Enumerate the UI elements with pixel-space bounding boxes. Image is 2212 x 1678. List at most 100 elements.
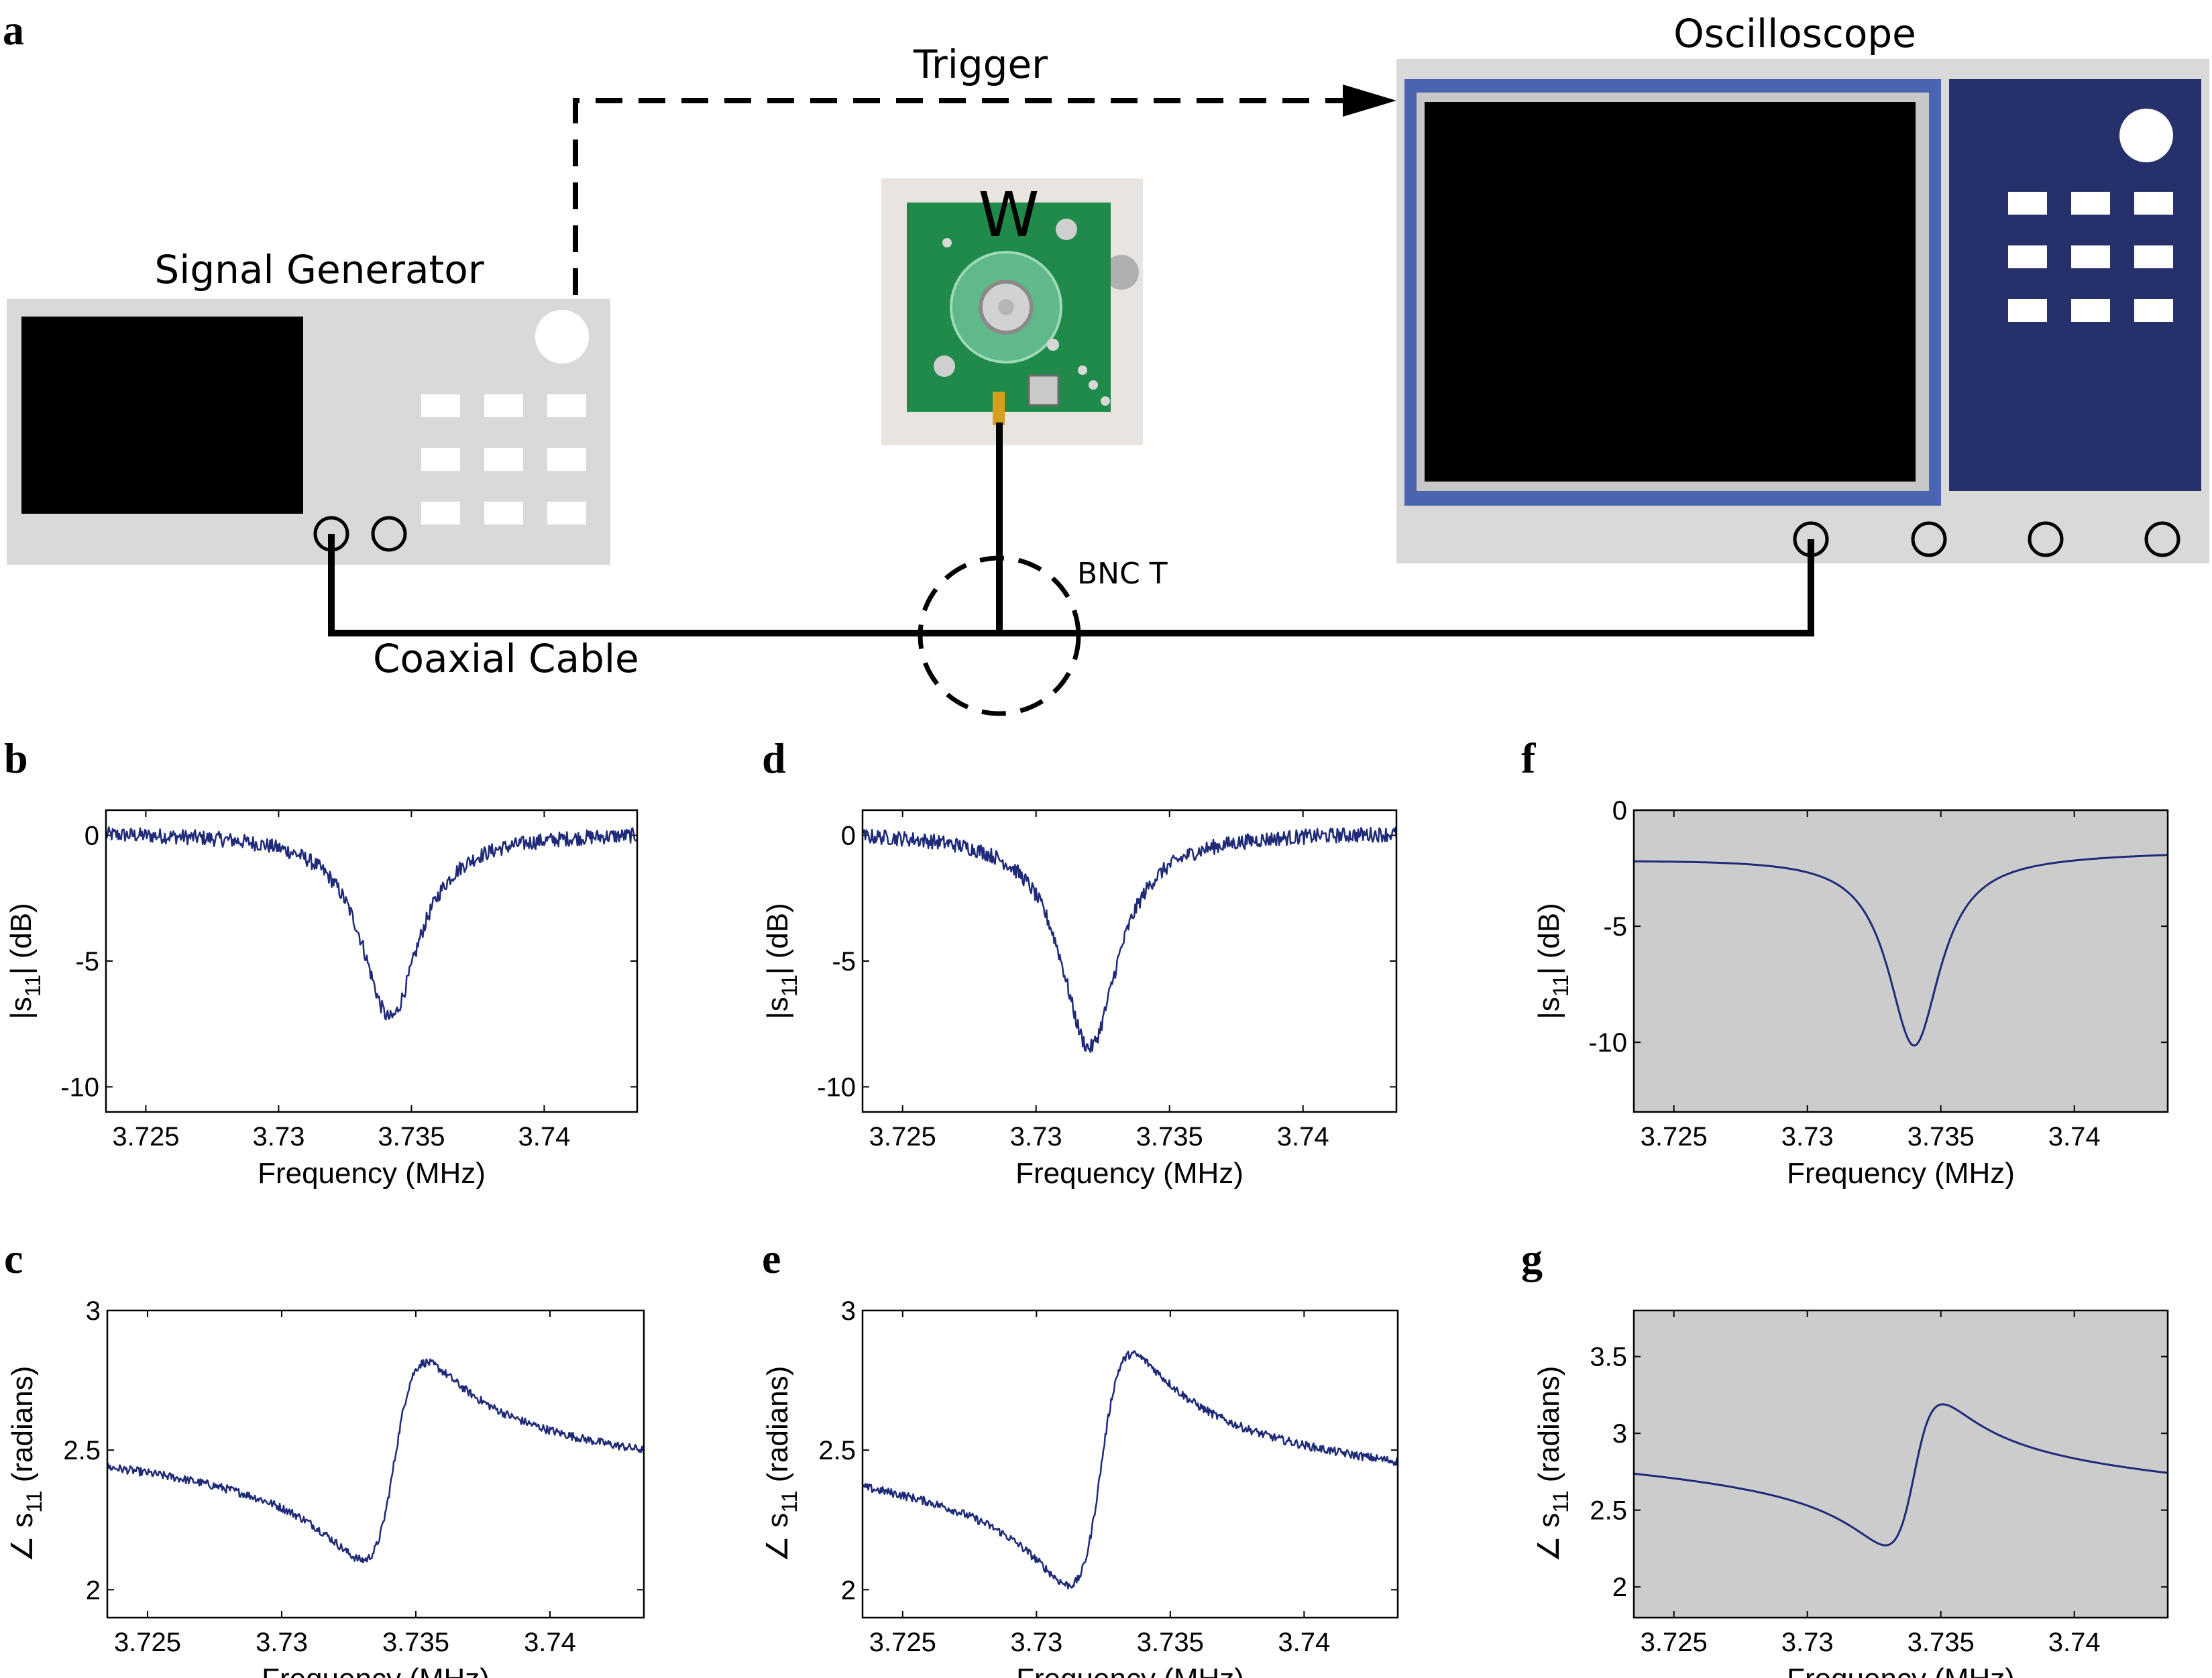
y-tick-label: 2 — [86, 1575, 101, 1605]
x-tick-label: 3.725 — [869, 1122, 936, 1152]
y-tick-label: 2.5 — [63, 1436, 101, 1465]
x-tick-label: 3.725 — [112, 1122, 179, 1152]
series-line-e — [862, 1350, 1399, 1589]
panel-letter-g: g — [1521, 1235, 1543, 1282]
plot-area-e — [863, 1310, 1398, 1618]
oscilloscope-screen — [1425, 102, 1916, 482]
signal-generator-buttons — [421, 394, 586, 524]
x-axis-label: Frequency (MHz) — [1016, 1663, 1244, 1678]
series-line-c — [106, 1358, 645, 1563]
panel-letter-d: d — [762, 734, 786, 782]
panel-letter-c: c — [4, 1235, 23, 1282]
x-tick-label: 3.74 — [524, 1628, 576, 1657]
x-axis-label: Frequency (MHz) — [1015, 1157, 1243, 1190]
y-tick-label: -10 — [817, 1073, 856, 1103]
x-tick-label: 3.725 — [114, 1628, 181, 1657]
oscilloscope-label: Oscilloscope — [1673, 11, 1916, 56]
oscilloscope: Oscilloscope — [1396, 11, 2209, 563]
x-axis-label: Frequency (MHz) — [262, 1663, 490, 1678]
pcb-sma-connector — [993, 392, 1005, 425]
x-axis-label: Frequency (MHz) — [1787, 1663, 2015, 1678]
signal-generator: Signal Generator — [7, 247, 610, 565]
chart-g-phase: 3.725 3.73 3.735 3.74 3.5 3 2.5 2 Frequency (MHz… — [1533, 1309, 2169, 1678]
pcb-photo: W — [881, 178, 1143, 445]
y-tick-label: 3 — [1612, 1419, 1627, 1449]
x-tick-label: 3.735 — [1907, 1628, 1975, 1657]
chart-c-phase: 3.725 3.73 3.735 3.74 3 2.5 2 Frequency (MHz) ∠ … — [6, 1296, 645, 1678]
plot-frame-g — [1633, 1309, 2169, 1619]
x-axis-label: Frequency (MHz) — [258, 1157, 486, 1190]
chart-e-phase: 3.725 3.73 3.735 3.74 3 2.5 2 Frequency (MHz) ∠ … — [761, 1296, 1399, 1678]
series-line-g — [1633, 1403, 2168, 1547]
y-tick-label: -5 — [1603, 912, 1627, 942]
plot-frame-c — [106, 1309, 645, 1619]
plot-frame-f — [1633, 809, 2169, 1113]
x-tick-label: 3.735 — [378, 1122, 445, 1152]
x-tick-label: 3.735 — [1907, 1122, 1975, 1152]
signal-generator-screen — [21, 317, 303, 514]
y-tick-label: 2 — [841, 1575, 856, 1605]
plot-frame-e — [861, 1309, 1399, 1619]
plot-area-g — [1634, 1310, 2168, 1618]
x-tick-label: 3.74 — [518, 1122, 570, 1152]
x-tick-label: 3.73 — [1781, 1122, 1834, 1152]
plot-area-f — [1634, 810, 2168, 1112]
chart-f-magnitude: 3.725 3.73 3.735 3.74 0 -5 -10 Frequency (MHz) |… — [1533, 796, 2169, 1190]
signal-generator-sync-port — [371, 516, 407, 552]
plot-area-d — [863, 810, 1396, 1112]
panel-letter-e: e — [762, 1235, 781, 1282]
y-tick-label: -10 — [60, 1073, 99, 1103]
x-tick-label: 3.74 — [1278, 1628, 1330, 1657]
y-tick-label: 2.5 — [1590, 1496, 1627, 1526]
x-tick-label: 3.73 — [1010, 1122, 1062, 1152]
x-tick-label: 3.74 — [1277, 1122, 1329, 1152]
signal-generator-label: Signal Generator — [154, 247, 484, 292]
panel-letter-a: a — [3, 6, 24, 54]
y-tick-label: 3.5 — [1590, 1343, 1627, 1372]
trigger-label: Trigger — [913, 42, 1048, 87]
signal-generator-knob — [535, 310, 589, 363]
x-tick-label: 3.73 — [252, 1122, 305, 1152]
y-tick-label: -10 — [1588, 1028, 1627, 1058]
chart-b-magnitude: 3.725 3.73 3.735 3.74 0 -5 -10 Frequency (MHz) |… — [5, 809, 639, 1190]
x-tick-label: 3.735 — [1137, 1628, 1204, 1657]
oscilloscope-buttons — [2008, 192, 2173, 322]
y-tick-label: 0 — [1612, 796, 1627, 826]
panel-letter-f: f — [1521, 734, 1536, 782]
x-tick-label: 3.735 — [382, 1628, 449, 1657]
y-axis-label: |s11| (dB) — [1533, 903, 1573, 1019]
x-tick-label: 3.73 — [1010, 1628, 1062, 1657]
plot-frame-d — [861, 809, 1398, 1113]
series-line-f — [1634, 854, 2168, 1047]
oscilloscope-channel-4-port — [2144, 521, 2180, 557]
plot-area-b — [106, 810, 637, 1112]
plot-frame-b — [105, 809, 639, 1113]
trigger-line — [573, 85, 1396, 295]
y-axis-label: ∠ s11 (radians) — [1533, 1366, 1573, 1563]
chart-d-magnitude: 3.725 3.73 3.735 3.74 0 -5 -10 Frequency (MHz) |… — [761, 809, 1398, 1190]
x-tick-label: 3.735 — [1136, 1122, 1203, 1152]
x-tick-label: 3.725 — [1641, 1628, 1708, 1657]
y-tick-label: 0 — [85, 822, 99, 851]
y-tick-label: 0 — [841, 822, 856, 851]
x-tick-label: 3.725 — [869, 1628, 936, 1657]
y-axis-label: ∠ s11 (radians) — [6, 1366, 46, 1563]
coaxial-cable-label: Coaxial Cable — [373, 636, 639, 681]
panel-letter-b: b — [4, 734, 28, 782]
bnc-t-marker — [918, 555, 1081, 716]
coaxial-cable — [328, 423, 1814, 636]
x-tick-label: 3.725 — [1641, 1122, 1708, 1152]
y-tick-label: 2.5 — [818, 1436, 856, 1465]
y-tick-label: 2 — [1612, 1573, 1627, 1602]
pcb-connector — [1104, 255, 1139, 290]
series-line-b — [105, 826, 638, 1021]
oscilloscope-knob — [2119, 109, 2173, 162]
oscilloscope-channel-3-port — [2028, 521, 2064, 557]
y-tick-label: -5 — [832, 947, 856, 976]
y-axis-label: |s11| (dB) — [5, 903, 45, 1019]
y-tick-label: 3 — [841, 1296, 856, 1326]
x-tick-label: 3.74 — [2048, 1122, 2101, 1152]
x-tick-label: 3.74 — [2048, 1628, 2101, 1657]
x-tick-label: 3.73 — [1781, 1628, 1834, 1657]
